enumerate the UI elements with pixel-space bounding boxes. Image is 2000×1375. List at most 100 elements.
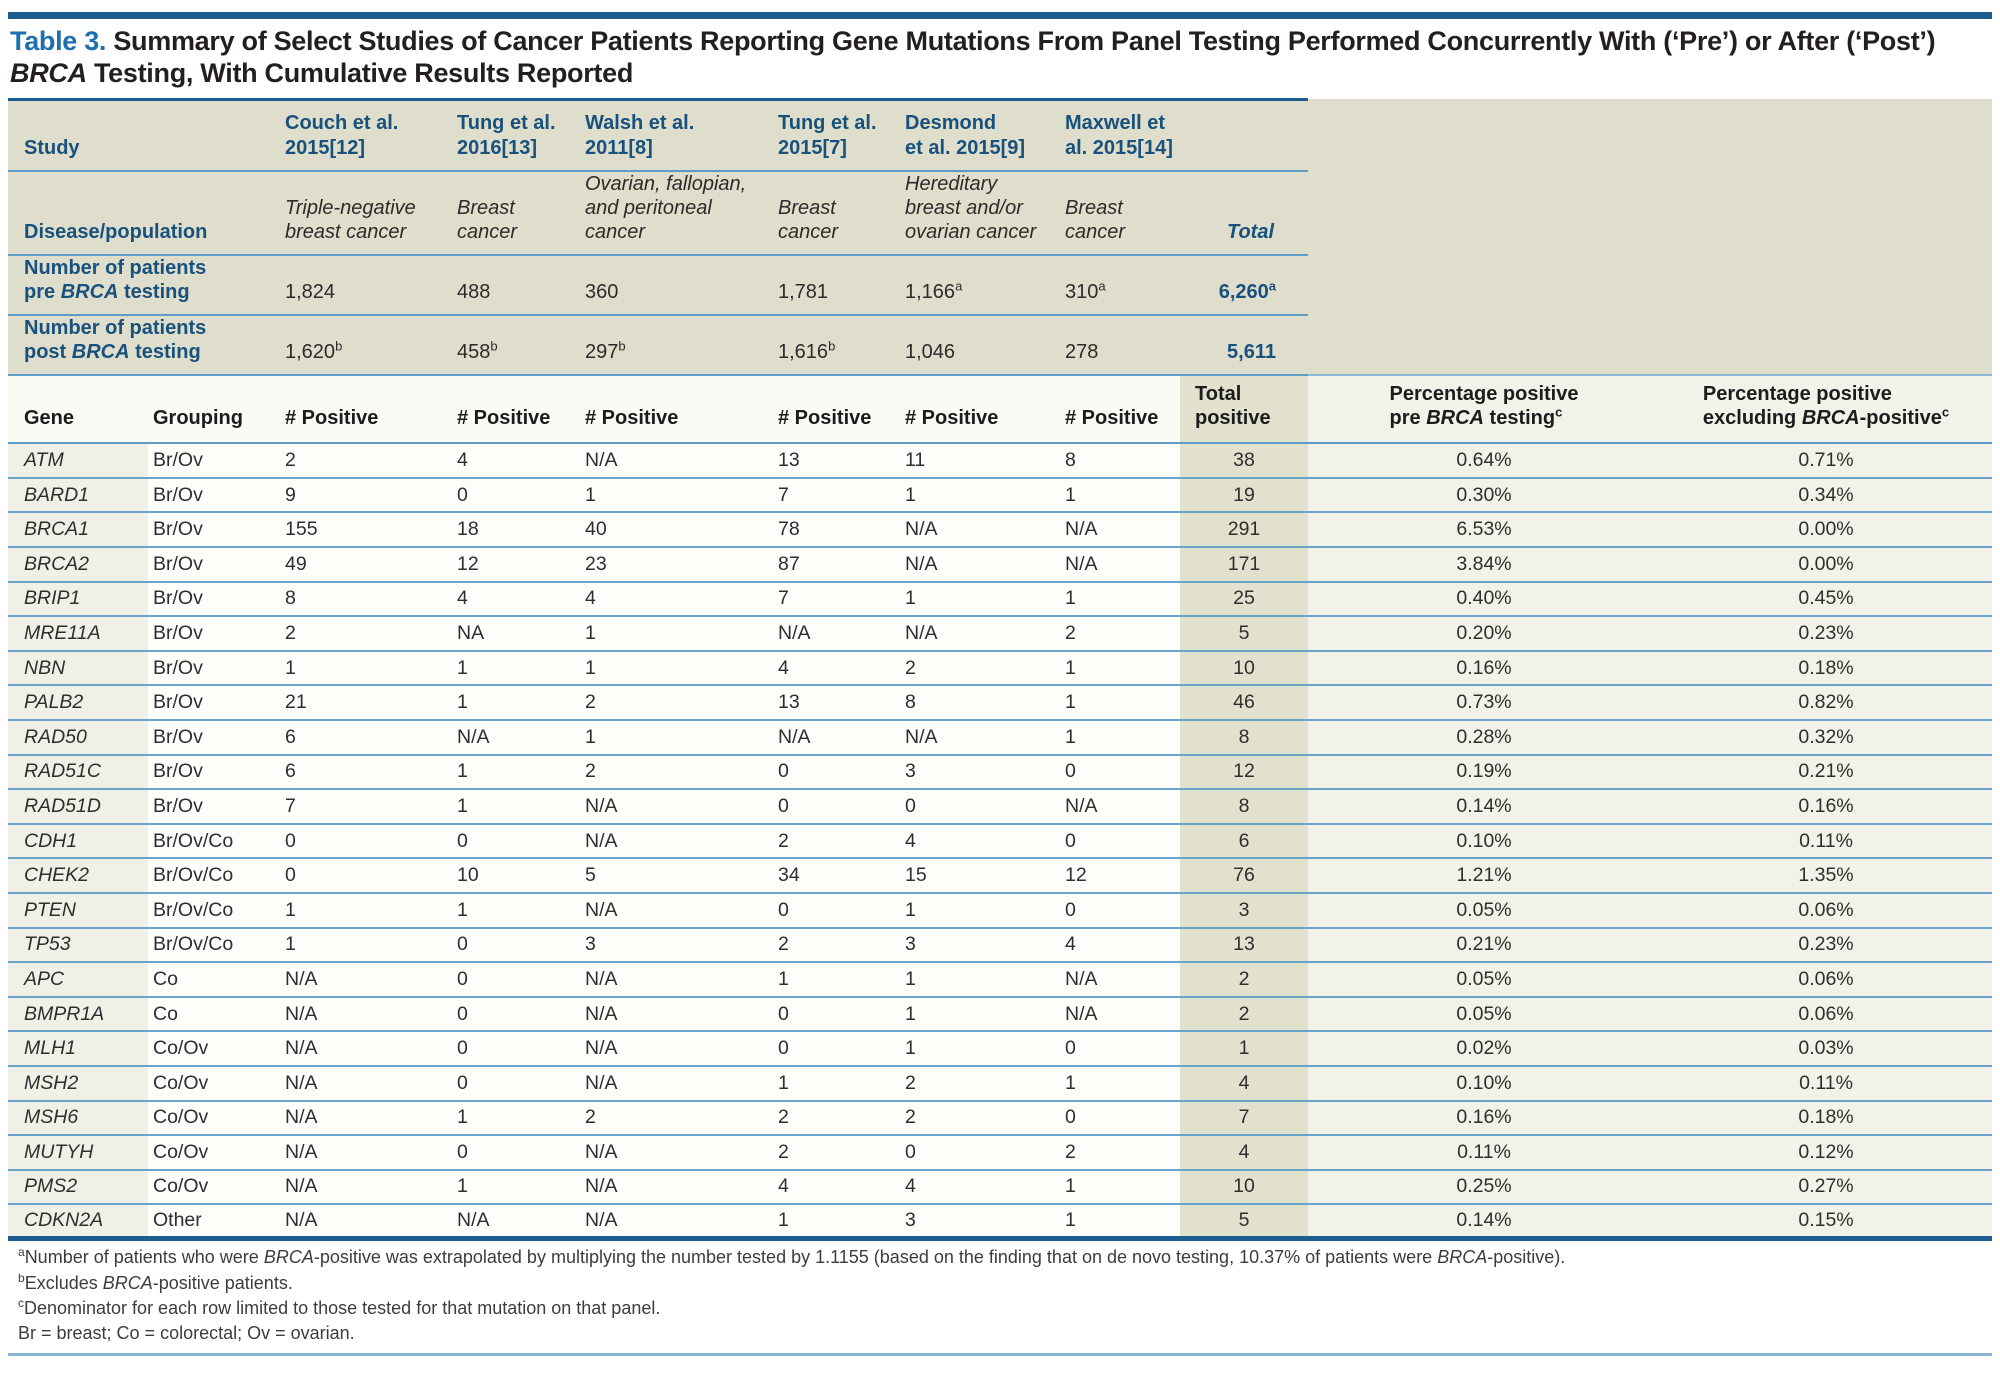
pct-pre-brca: 0.11% <box>1308 1135 1660 1171</box>
pre-total: 6,260a <box>1180 255 1308 317</box>
positive-count: 4 <box>773 1169 900 1206</box>
gene-row: BRIP1 Br/Ov 8 4 4 7 1 1 25 0.40% 0.45% <box>8 581 1992 618</box>
pct-pre-brca: 0.40% <box>1308 581 1660 618</box>
post-count: 278 <box>1060 315 1180 377</box>
positive-count: N/A <box>773 616 900 652</box>
positive-count: 4 <box>900 823 1060 860</box>
post-total: 5,611 <box>1180 315 1308 377</box>
positive-count: 2 <box>900 1065 1060 1102</box>
pct-pre-brca: 0.10% <box>1308 1065 1660 1102</box>
pct-excluding-brca: 0.34% <box>1660 477 1992 514</box>
positive-count: 3 <box>900 927 1060 964</box>
positive-count: N/A <box>580 1169 773 1206</box>
positive-count: 1 <box>900 892 1060 929</box>
gene-header-row: Gene Grouping # Positive # Positive # Po… <box>8 374 1992 445</box>
positive-count: N/A <box>1060 547 1180 583</box>
positive-count: 15 <box>900 858 1060 894</box>
gene-grouping: Co/Ov <box>148 1100 280 1137</box>
positive-count: N/A <box>580 1204 773 1242</box>
positive-count: 2 <box>773 1100 900 1137</box>
positive-count: 2 <box>1060 616 1180 652</box>
pct-pre-column-header: Percentage positive pre BRCA testingc <box>1308 374 1660 445</box>
positive-count: N/A <box>580 892 773 929</box>
positive-count: 0 <box>1060 892 1180 929</box>
gene-row: RAD51C Br/Ov 6 1 2 0 3 0 12 0.19% 0.21% <box>8 754 1992 791</box>
pct-pre-brca: 0.02% <box>1308 1031 1660 1067</box>
gene-name: MSH2 <box>8 1065 148 1102</box>
positive-count: 0 <box>1060 823 1180 860</box>
disease-row-right-spacer <box>1308 171 1992 256</box>
patients-pre-row: Number of patients pre BRCA testing 1,82… <box>8 255 1992 317</box>
positive-count: 1 <box>1060 477 1180 514</box>
patients-pre-label: Number of patients pre BRCA testing <box>8 255 280 317</box>
gene-grouping: Br/Ov/Co <box>148 858 280 894</box>
total-positive: 6 <box>1180 823 1308 860</box>
top-accent-bar <box>8 12 1992 19</box>
pct-pre-brca: 6.53% <box>1308 512 1660 548</box>
pre-count: 1,781 <box>773 255 900 317</box>
positive-count: 1 <box>580 719 773 756</box>
positive-count: 21 <box>280 685 452 721</box>
pct-excluding-brca: 0.03% <box>1660 1031 1992 1067</box>
positive-count: N/A <box>280 1204 452 1242</box>
bottom-rule <box>8 1353 1992 1357</box>
title-brca-italic: BRCA <box>10 57 87 88</box>
positive-count: 0 <box>280 858 452 894</box>
positive-count: 155 <box>280 512 452 548</box>
positive-count: 49 <box>280 547 452 583</box>
title-line-2: BRCA Testing, With Cumulative Results Re… <box>10 58 1992 90</box>
positive-count: 11 <box>900 443 1060 479</box>
positive-count: 3 <box>580 927 773 964</box>
positive-count: N/A <box>280 1065 452 1102</box>
positive-column-header: # Positive <box>773 374 900 445</box>
pct-excluding-brca: 0.06% <box>1660 996 1992 1033</box>
gene-row: APC Co N/A 0 N/A 1 1 N/A 2 0.05% 0.06% <box>8 962 1992 998</box>
pre-count: 360 <box>580 255 773 317</box>
post-row-right-spacer <box>1308 315 1992 376</box>
pct-pre-brca: 0.05% <box>1308 892 1660 929</box>
positive-count: 2 <box>580 754 773 791</box>
gene-name: TP53 <box>8 927 148 964</box>
positive-column-header: # Positive <box>900 374 1060 445</box>
gene-name: BRCA2 <box>8 547 148 583</box>
positive-count: 0 <box>773 996 900 1033</box>
positive-count: N/A <box>580 1031 773 1067</box>
positive-count: 2 <box>900 1100 1060 1137</box>
disease-tung-2016: Breast cancer <box>452 171 580 257</box>
gene-name: APC <box>8 962 148 998</box>
total-positive: 1 <box>1180 1031 1308 1067</box>
gene-row: TP53 Br/Ov/Co 1 0 3 2 3 4 13 0.21% 0.23% <box>8 927 1992 964</box>
footnote-line: Br = breast; Co = colorectal; Ov = ovari… <box>18 1323 355 1344</box>
positive-count: 2 <box>1060 1135 1180 1171</box>
footnotes: aNumber of patients who were BRCA-positi… <box>8 1241 1992 1344</box>
gene-grouping: Br/Ov <box>148 719 280 756</box>
patients-post-row: Number of patients post BRCA testing 1,6… <box>8 315 1992 377</box>
pre-count: 1,824 <box>280 255 452 317</box>
positive-count: 12 <box>1060 858 1180 894</box>
positive-count: 0 <box>280 823 452 860</box>
positive-count: 6 <box>280 754 452 791</box>
gene-name: RAD51C <box>8 754 148 791</box>
total-positive: 46 <box>1180 685 1308 721</box>
positive-count: 7 <box>280 789 452 825</box>
disease-row-label: Disease/population <box>8 171 280 257</box>
gene-row: ATM Br/Ov 2 4 N/A 13 11 8 38 0.64% 0.71% <box>8 443 1992 479</box>
pct-excluding-brca: 0.00% <box>1660 547 1992 583</box>
pct-excluding-brca: 0.45% <box>1660 581 1992 618</box>
gene-row: CDKN2A Other N/A N/A N/A 1 3 1 5 0.14% 0.15% <box>8 1204 1992 1242</box>
pct-excluding-brca: 0.18% <box>1660 1100 1992 1137</box>
positive-count: 1 <box>1060 1065 1180 1102</box>
pre-count: 1,166a <box>900 255 1060 317</box>
positive-count: 0 <box>773 754 900 791</box>
positive-count: 1 <box>280 892 452 929</box>
positive-count: 6 <box>280 719 452 756</box>
gene-name: CDH1 <box>8 823 148 860</box>
positive-count: N/A <box>900 512 1060 548</box>
total-positive: 3 <box>1180 892 1308 929</box>
total-positive: 7 <box>1180 1100 1308 1137</box>
pct-pre-brca: 0.20% <box>1308 616 1660 652</box>
positive-count: N/A <box>580 1135 773 1171</box>
positive-count: 18 <box>452 512 580 548</box>
pct-excluding-brca: 1.35% <box>1660 858 1992 894</box>
positive-count: N/A <box>900 616 1060 652</box>
